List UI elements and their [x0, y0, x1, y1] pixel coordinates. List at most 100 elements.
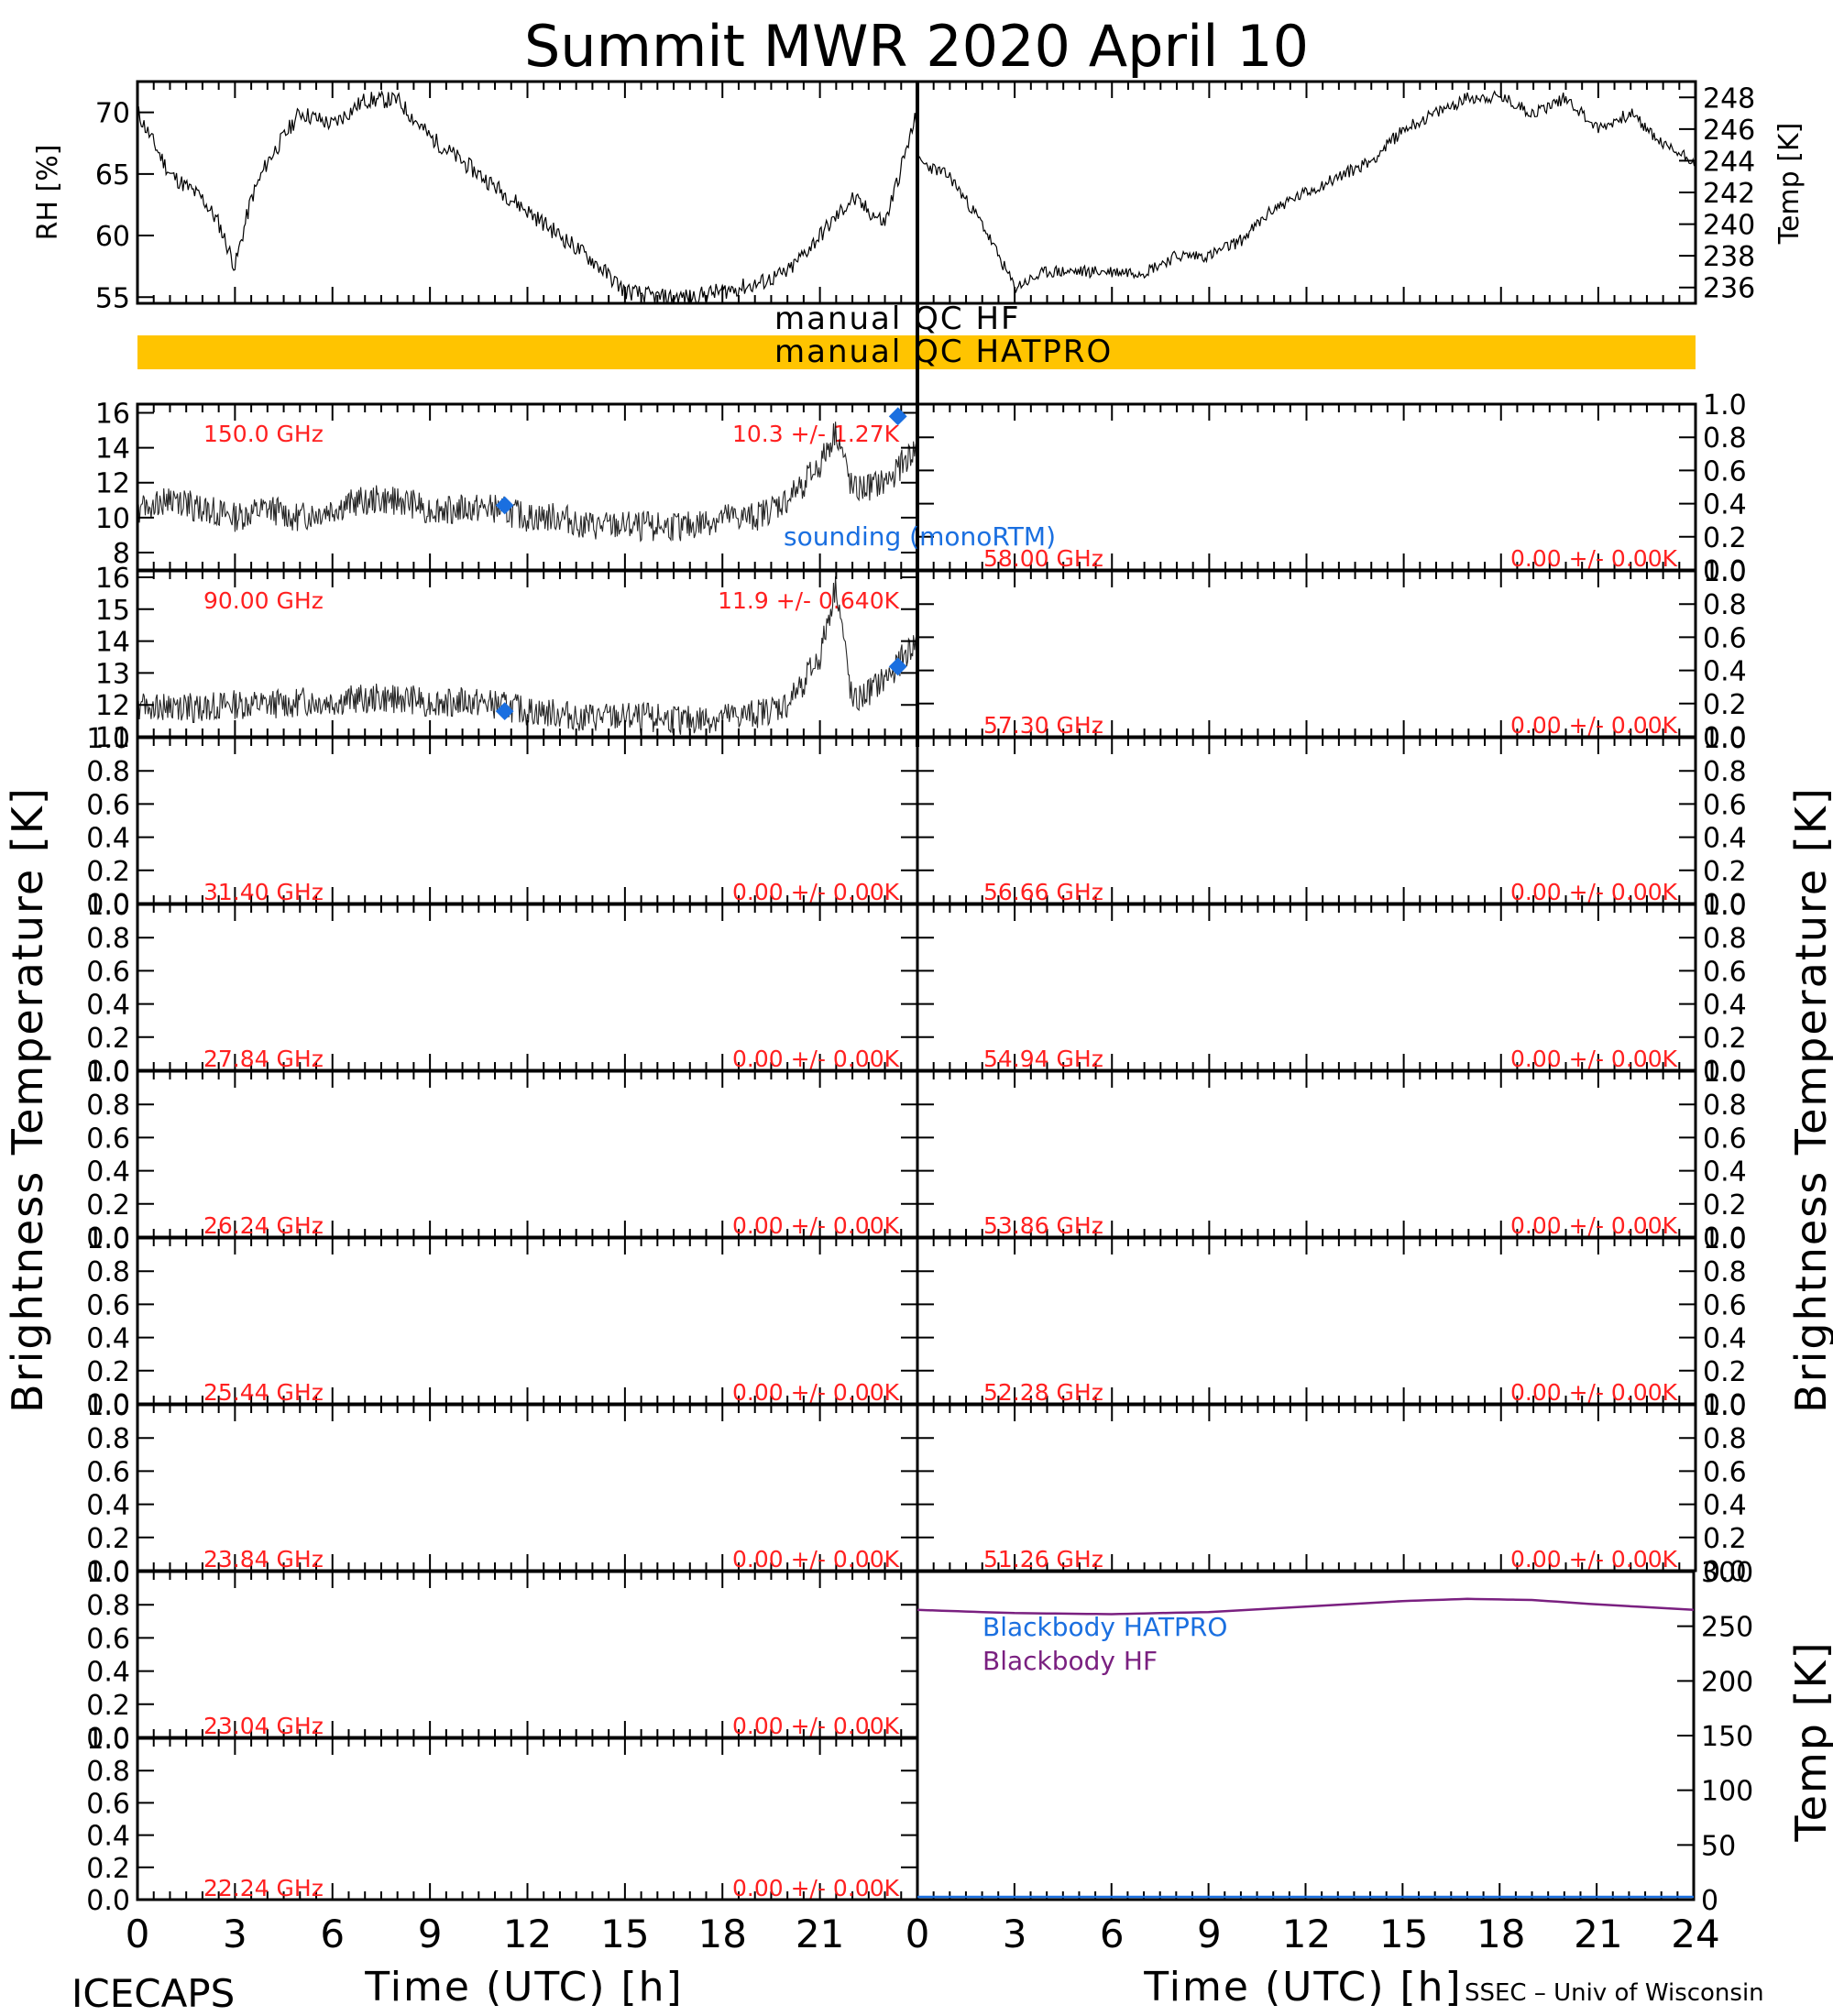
footer-ssec: SSEC – Univ of Wisconsin	[1465, 1979, 1764, 2007]
bt-left-panel-2-axis-ytick-label: 1.0	[86, 723, 130, 755]
qc-hf-label: manual QC HF	[774, 301, 1021, 337]
rh-axis-ytick-label: 65	[95, 159, 130, 192]
bt-right-panel-0-axis-ytick-label: 1.0	[1703, 389, 1747, 422]
x-tick-label-right: 0	[906, 1912, 930, 1956]
bt-left-panel-7-axis-ytick-label: 0.2	[86, 1690, 130, 1722]
bt-right-panel-0-freq-label: 58.00 GHz	[983, 545, 1103, 572]
x-tick-label-right: 15	[1379, 1912, 1428, 1956]
legend-bb-hf: Blackbody HF	[982, 1646, 1158, 1676]
bt-right-panel-6-axis-ytick-label: 0.8	[1703, 1423, 1747, 1455]
bt-right-panel-3-freq-label: 54.94 GHz	[983, 1046, 1103, 1072]
bt-right-panel-6-axis-ytick-label: 1.0	[1703, 1390, 1747, 1422]
rh-axis-label: RH [%]	[32, 145, 64, 241]
bt-right-panel-0-axis-ytick-label: 0.0	[1703, 555, 1747, 587]
x-tick-label-left: 12	[503, 1912, 552, 1956]
bt-left-panel-0-freq-label: 150.0 GHz	[203, 421, 324, 447]
x-tick-label-left: 3	[223, 1912, 247, 1956]
bt-left-panel-8-axis-ytick-label: 0.8	[86, 1756, 130, 1788]
bt-right-panel-0-axis-ytick-label: 0.4	[1703, 489, 1747, 521]
bt-left-panel-6-freq-label: 23.84 GHz	[203, 1546, 324, 1572]
bb-axis-ytick-label: 50	[1701, 1830, 1736, 1862]
bt-left-panel-1-series	[137, 576, 917, 735]
bb-axis-ytick-label: 150	[1701, 1721, 1753, 1753]
x-tick-label-right: 24	[1671, 1912, 1719, 1956]
x-tick-label-left: 6	[320, 1912, 345, 1956]
bt-left-panel-7-axis-ytick-label: 0.0	[86, 1723, 130, 1755]
bt-right-panel-2-stats-label: 0.00 +/- 0.00K	[1510, 879, 1678, 905]
x-tick-label-left: 0	[126, 1912, 150, 1956]
bt-right-panel-3-axis-ytick-label: 0.0	[1703, 1056, 1747, 1088]
temp-top-series-line	[916, 90, 1696, 293]
rh-series-line	[137, 90, 918, 304]
legend-sounding: sounding (monoRTM)	[784, 521, 1056, 552]
x-tick-label-left: 15	[600, 1912, 649, 1956]
chart-title: Summit MWR 2020 April 10	[524, 13, 1309, 80]
bt-left-panel-5-axis-ytick-label: 0.6	[86, 1289, 130, 1321]
x-tick-label-left: 21	[796, 1912, 844, 1956]
bt-right-panel-3-axis-ytick-label: 0.8	[1703, 923, 1747, 955]
bt-left-panel-6-axis-ytick-label: 0.8	[86, 1423, 130, 1455]
bt-left-panel-8-axis-ytick-label: 1.0	[86, 1724, 130, 1756]
bt-left-panel-5-axis-ytick-label: 0.0	[86, 1389, 130, 1421]
bt-left-panel-1-axis-ytick-label: 12	[95, 690, 130, 722]
bt-right-panel-5-freq-label: 52.28 GHz	[983, 1379, 1103, 1406]
bt-left-panel-5-stats-label: 0.00 +/- 0.00K	[732, 1379, 900, 1406]
bt-left-panel-0-axis-ytick-label: 12	[95, 468, 130, 500]
temp-top-axis-ytick-label: 244	[1703, 146, 1755, 178]
bt-left-panel-2-axis-ytick-label: 0.6	[86, 789, 130, 821]
bt-right-panel-5-axis-ytick-label: 1.0	[1703, 1223, 1747, 1255]
bt-left-panel-1-stats-label: 11.9 +/- 0.640K	[718, 587, 900, 614]
bt-left-panel-2-stats-label: 0.00 +/- 0.00K	[732, 879, 900, 905]
bt-right-panel-1-axis-ytick-label: 0.2	[1703, 689, 1747, 721]
bt-right-panel-2-axis-ytick-label: 0.8	[1703, 756, 1747, 788]
bt-right-panel-0-stats-label: 0.00 +/- 0.00K	[1510, 545, 1678, 572]
bt-right-panel-3-axis-ytick-label: 1.0	[1703, 890, 1747, 922]
bt-left-panel-4-axis-ytick-label: 0.0	[86, 1222, 130, 1255]
bt-right-panel-4-axis-ytick-label: 0.0	[1703, 1222, 1747, 1255]
bt-right-panel-3-axis-ytick-label: 0.2	[1703, 1023, 1747, 1055]
bt-right-panel-2-axis-ytick-label: 0.6	[1703, 789, 1747, 821]
bt-left-panel-0-series	[137, 422, 917, 542]
bt-right-panel-4-freq-label: 53.86 GHz	[983, 1212, 1103, 1239]
bt-left-panel-5-axis-ytick-label: 0.8	[86, 1256, 130, 1288]
bb-series-1	[916, 1597, 1695, 1616]
rh-axis-ytick-label: 55	[95, 282, 130, 314]
bt-right-panel-4-axis-ytick-label: 0.6	[1703, 1123, 1747, 1155]
bt-axis-label-right: Brightness Temperature [K]	[1786, 786, 1833, 1413]
bb-axis-ytick-label: 200	[1701, 1666, 1753, 1698]
bt-left-panel-7-axis-ytick-label: 0.8	[86, 1590, 130, 1622]
bt-right-panel-2-axis-ytick-label: 0.0	[1703, 889, 1747, 921]
bt-left-panel-8-axis-ytick-label: 0.6	[86, 1788, 130, 1820]
bt-right-panel-6-stats-label: 0.00 +/- 0.00K	[1510, 1546, 1678, 1572]
bt-left-panel-4-axis-ytick-label: 0.4	[86, 1156, 130, 1189]
bt-right-panel-3-axis-ytick-label: 0.4	[1703, 990, 1747, 1022]
x-tick-label-right: 12	[1282, 1912, 1331, 1956]
bt-right-panel-1-freq-label: 57.30 GHz	[983, 712, 1103, 739]
bt-left-panel-0-stats-label: 10.3 +/- 1.27K	[732, 421, 900, 447]
bt-left-panel-1-freq-label: 90.00 GHz	[203, 587, 324, 614]
footer-icecaps: ICECAPS	[71, 1971, 235, 2016]
bt-left-panel-7-freq-label: 23.04 GHz	[203, 1713, 324, 1739]
bb-axis-ytick-label: 0	[1701, 1885, 1718, 1917]
bt-left-panel-3-axis-ytick-label: 0.0	[86, 1056, 130, 1088]
bt-left-panel-8-axis-ytick-label: 0.4	[86, 1821, 130, 1853]
bt-left-panel-1-axis-ytick-label: 14	[95, 627, 130, 659]
bt-left-panel-3-freq-label: 27.84 GHz	[203, 1046, 324, 1072]
bt-left-panel-1-axis-ytick-label: 13	[95, 658, 130, 690]
x-tick-label-right: 3	[1003, 1912, 1027, 1956]
bb-axis-ytick-label: 250	[1701, 1612, 1753, 1644]
bt-left-panel-1-axis-ytick-label: 15	[95, 595, 130, 627]
bt-right-panel-1-axis-ytick-label: 0.6	[1703, 622, 1747, 654]
x-tick-label-right: 6	[1100, 1912, 1125, 1956]
bt-left-panel-0-axis-ytick-label: 14	[95, 433, 130, 466]
temp-top-axis-label: Temp [K]	[1773, 123, 1806, 246]
bt-left-panel-5-axis-ytick-label: 0.4	[86, 1323, 130, 1355]
bt-left-panel-0-axis-ytick-label: 16	[95, 399, 130, 431]
bt-left-panel-7-stats-label: 0.00 +/- 0.00K	[732, 1713, 900, 1739]
bt-right-panel-1-axis-ytick-label: 0.0	[1703, 722, 1747, 754]
temp-top-axis-ytick-label: 240	[1703, 210, 1755, 242]
bt-left-panel-6-axis-ytick-label: 1.0	[86, 1390, 130, 1422]
bt-right-panel-1-axis-ytick-label: 0.8	[1703, 589, 1747, 621]
